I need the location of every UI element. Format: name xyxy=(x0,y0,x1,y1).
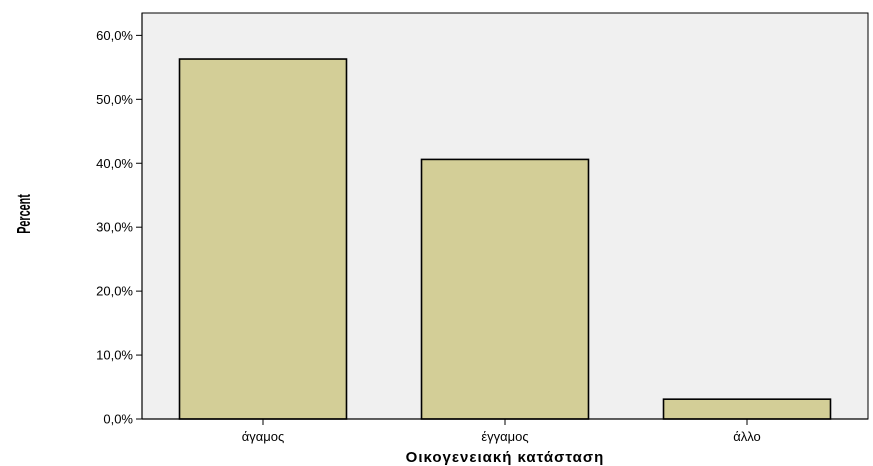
y-axis-label: Percent xyxy=(14,194,35,234)
y-tick-label: 40,0% xyxy=(96,156,133,171)
bar xyxy=(662,398,832,420)
bar xyxy=(420,158,590,420)
x-tick-label: άλλο xyxy=(733,429,761,444)
y-tick-label: 50,0% xyxy=(96,92,133,107)
x-axis-label: Οικογενειακή κατάσταση xyxy=(406,449,605,466)
bar xyxy=(178,58,348,420)
x-tick-label: άγαμος xyxy=(242,429,285,444)
x-axis-ticks: άγαμος έγγαμος άλλο xyxy=(242,419,761,444)
y-axis-ticks: 0,0% 10,0% 20,0% 30,0% 40,0% 50,0% 60,0% xyxy=(96,28,142,427)
y-tick-label: 0,0% xyxy=(103,412,133,427)
y-tick-label: 60,0% xyxy=(96,28,133,43)
y-tick-label: 20,0% xyxy=(96,284,133,299)
y-tick-label: 10,0% xyxy=(96,348,133,363)
y-tick-label: 30,0% xyxy=(96,220,133,235)
x-tick-label: έγγαμος xyxy=(481,429,528,444)
